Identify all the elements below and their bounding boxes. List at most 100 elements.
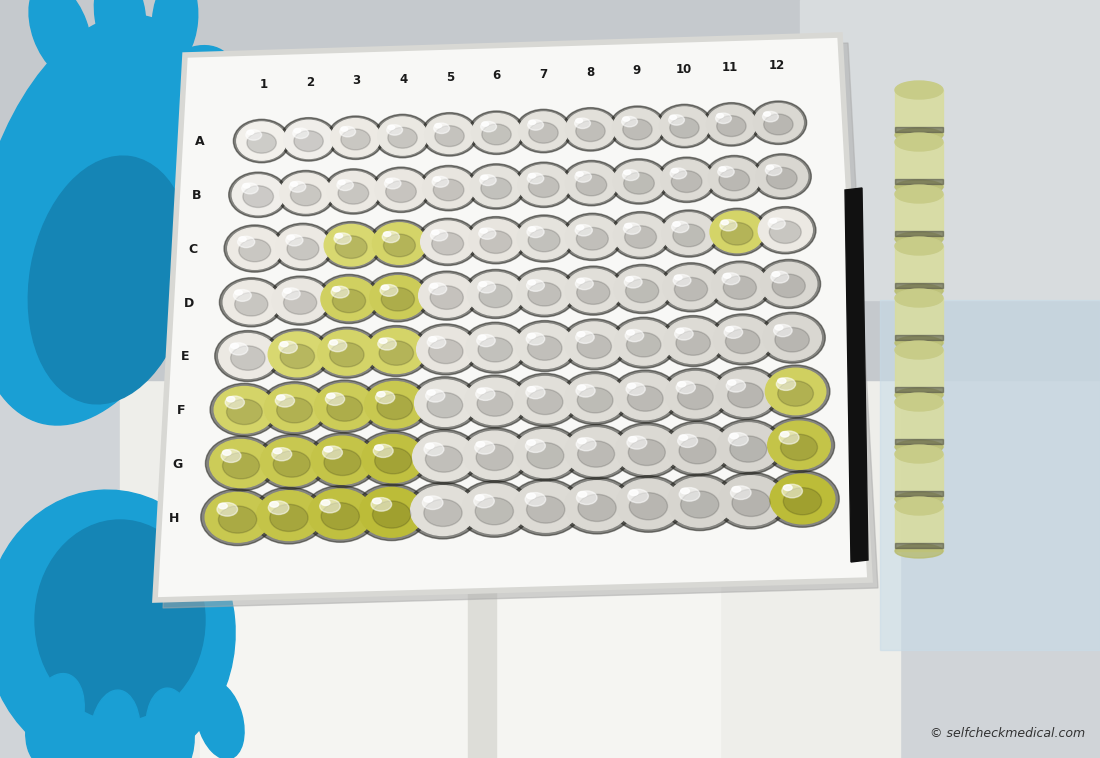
Ellipse shape [367, 329, 426, 374]
Ellipse shape [431, 233, 463, 255]
Ellipse shape [328, 116, 384, 159]
Ellipse shape [518, 112, 569, 150]
Ellipse shape [657, 157, 716, 202]
Ellipse shape [284, 121, 333, 158]
Ellipse shape [429, 339, 463, 364]
Ellipse shape [324, 449, 361, 475]
Ellipse shape [321, 277, 377, 321]
Ellipse shape [95, 0, 145, 62]
Ellipse shape [561, 319, 627, 370]
Ellipse shape [781, 434, 817, 461]
Ellipse shape [755, 207, 816, 254]
Ellipse shape [527, 227, 544, 237]
Text: © selfcheckmedical.com: © selfcheckmedical.com [930, 727, 1085, 740]
Ellipse shape [732, 487, 740, 492]
Ellipse shape [658, 210, 719, 257]
Ellipse shape [895, 81, 943, 99]
Ellipse shape [670, 115, 676, 120]
Ellipse shape [276, 226, 330, 268]
Text: 1: 1 [260, 77, 267, 91]
Ellipse shape [763, 114, 793, 135]
Ellipse shape [472, 114, 521, 152]
Ellipse shape [338, 183, 368, 204]
Ellipse shape [714, 472, 788, 529]
Ellipse shape [275, 394, 295, 407]
Ellipse shape [529, 121, 536, 124]
Bar [800, 0, 1100, 300]
Ellipse shape [264, 329, 330, 380]
Ellipse shape [219, 334, 277, 378]
Ellipse shape [236, 122, 286, 160]
Ellipse shape [280, 117, 337, 161]
Ellipse shape [527, 173, 543, 184]
Ellipse shape [243, 186, 274, 208]
Ellipse shape [379, 284, 398, 296]
Ellipse shape [361, 378, 429, 431]
Ellipse shape [341, 129, 371, 150]
Ellipse shape [434, 126, 464, 146]
Ellipse shape [774, 327, 810, 352]
Ellipse shape [223, 280, 279, 324]
Ellipse shape [384, 234, 416, 257]
Ellipse shape [321, 503, 360, 530]
Ellipse shape [575, 171, 592, 182]
Ellipse shape [676, 330, 711, 356]
Ellipse shape [427, 336, 446, 349]
Ellipse shape [221, 449, 241, 462]
Ellipse shape [430, 286, 463, 309]
Ellipse shape [565, 375, 626, 421]
Ellipse shape [528, 336, 562, 360]
Text: 6: 6 [493, 69, 500, 83]
Ellipse shape [575, 331, 594, 343]
Ellipse shape [214, 330, 280, 381]
Ellipse shape [659, 263, 723, 312]
Ellipse shape [526, 440, 546, 453]
Ellipse shape [320, 221, 382, 269]
Ellipse shape [671, 168, 679, 173]
Ellipse shape [525, 493, 546, 506]
Ellipse shape [210, 440, 273, 487]
Ellipse shape [462, 322, 528, 373]
Ellipse shape [480, 228, 487, 233]
Ellipse shape [294, 129, 300, 133]
Ellipse shape [469, 220, 522, 261]
Bar [895, 283, 943, 288]
Text: 8: 8 [586, 66, 594, 79]
Ellipse shape [422, 168, 474, 208]
Ellipse shape [777, 377, 795, 390]
Text: 5: 5 [446, 71, 454, 84]
Ellipse shape [25, 674, 85, 758]
Ellipse shape [478, 282, 486, 287]
Ellipse shape [334, 233, 351, 244]
Ellipse shape [217, 503, 238, 516]
Ellipse shape [425, 115, 474, 153]
Ellipse shape [434, 124, 441, 128]
Ellipse shape [895, 185, 943, 203]
Ellipse shape [576, 174, 607, 196]
Bar [0, 0, 1100, 380]
Ellipse shape [509, 426, 581, 481]
Ellipse shape [781, 431, 789, 437]
Ellipse shape [732, 490, 770, 516]
Ellipse shape [464, 378, 525, 424]
Ellipse shape [226, 396, 244, 409]
Ellipse shape [728, 433, 748, 446]
Ellipse shape [328, 340, 346, 352]
Ellipse shape [625, 276, 642, 288]
Ellipse shape [322, 446, 342, 459]
Ellipse shape [758, 209, 812, 251]
Ellipse shape [331, 118, 381, 157]
Ellipse shape [565, 110, 615, 149]
Ellipse shape [371, 497, 392, 511]
Ellipse shape [304, 486, 377, 542]
Ellipse shape [629, 490, 638, 496]
Ellipse shape [320, 500, 340, 513]
Ellipse shape [510, 374, 580, 426]
Ellipse shape [377, 394, 412, 420]
Ellipse shape [678, 434, 697, 447]
Ellipse shape [268, 332, 327, 377]
Ellipse shape [406, 482, 480, 539]
Ellipse shape [613, 108, 662, 147]
Ellipse shape [767, 168, 798, 190]
Ellipse shape [615, 321, 673, 365]
